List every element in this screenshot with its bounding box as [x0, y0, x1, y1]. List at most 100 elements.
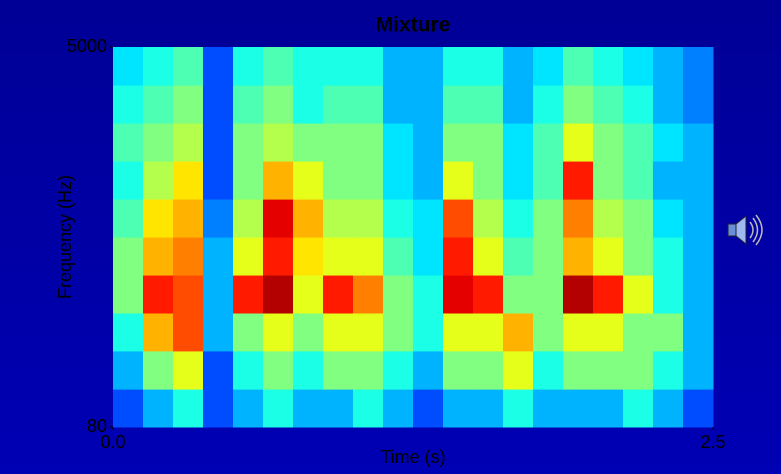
- heatmap-cell: [473, 161, 504, 200]
- heatmap-cell: [413, 389, 444, 428]
- heatmap-cell: [143, 123, 174, 162]
- heatmap-cell: [413, 199, 444, 238]
- heatmap-cell: [263, 389, 294, 428]
- heatmap-cell: [473, 275, 504, 314]
- heatmap-cell: [473, 85, 504, 124]
- heatmap-cell: [293, 47, 324, 86]
- heatmap-cell: [173, 47, 204, 86]
- heatmap-cell: [383, 85, 414, 124]
- heatmap-cell: [323, 161, 354, 200]
- heatmap-cell: [233, 85, 264, 124]
- heatmap-cell: [113, 275, 144, 314]
- heatmap-cell: [533, 199, 564, 238]
- heatmap-cell: [623, 161, 654, 200]
- heatmap-cell: [203, 47, 234, 86]
- heatmap-cell: [413, 313, 444, 352]
- heatmap-cell: [233, 47, 264, 86]
- heatmap-cell: [203, 161, 234, 200]
- heatmap-cell: [593, 123, 624, 162]
- heatmap-cell: [143, 275, 174, 314]
- y-tick-label: 80: [87, 416, 107, 436]
- heatmap-cell: [143, 85, 174, 124]
- heatmap-cell: [413, 275, 444, 314]
- heatmap-cell: [353, 237, 384, 276]
- heatmap-cell: [143, 313, 174, 352]
- heatmap-cell: [503, 47, 534, 86]
- heatmap-cell: [653, 199, 684, 238]
- heatmap-cell: [293, 237, 324, 276]
- heatmap-cell: [683, 350, 714, 390]
- heatmap-cell: [173, 85, 204, 124]
- heatmap-cell: [503, 389, 534, 428]
- heatmap-cell: [653, 389, 684, 428]
- heatmap-cell: [623, 85, 654, 124]
- heatmap-cell: [533, 123, 564, 162]
- heatmap-cell: [473, 47, 504, 86]
- heatmap: [113, 47, 714, 428]
- heatmap-cell: [263, 199, 294, 238]
- heatmap-cell: [563, 47, 594, 86]
- heatmap-cell: [383, 313, 414, 352]
- heatmap-cell: [533, 47, 564, 86]
- heatmap-cell: [293, 313, 324, 352]
- heatmap-cell: [203, 350, 234, 390]
- heatmap-cell: [353, 85, 384, 124]
- heatmap-cell: [233, 275, 264, 314]
- heatmap-cell: [383, 237, 414, 276]
- speaker-icon[interactable]: [727, 214, 763, 246]
- heatmap-cell: [653, 123, 684, 162]
- heatmap-cell: [143, 350, 174, 390]
- heatmap-cell: [653, 161, 684, 200]
- heatmap-cell: [623, 389, 654, 428]
- x-axis-label: Time (s): [380, 447, 445, 467]
- heatmap-cell: [533, 275, 564, 314]
- heatmap-cell: [383, 161, 414, 200]
- chart-title: Mixture: [376, 14, 451, 37]
- heatmap-cell: [683, 123, 714, 162]
- heatmap-cell: [323, 123, 354, 162]
- heatmap-cell: [203, 237, 234, 276]
- heatmap-cell: [203, 85, 234, 124]
- heatmap-cell: [593, 47, 624, 86]
- heatmap-cell: [593, 199, 624, 238]
- heatmap-cell: [263, 350, 294, 390]
- heatmap-cell: [653, 350, 684, 390]
- heatmap-cell: [173, 313, 204, 352]
- heatmap-cell: [623, 123, 654, 162]
- heatmap-cell: [323, 199, 354, 238]
- heatmap-cell: [173, 350, 204, 390]
- heatmap-cell: [533, 389, 564, 428]
- heatmap-cell: [293, 275, 324, 314]
- heatmap-cell: [113, 161, 144, 200]
- heatmap-cell: [263, 161, 294, 200]
- heatmap-cell: [413, 47, 444, 86]
- heatmap-cell: [113, 199, 144, 238]
- heatmap-cell: [173, 161, 204, 200]
- heatmap-cell: [383, 389, 414, 428]
- heatmap-cell: [233, 389, 264, 428]
- heatmap-cell: [593, 350, 624, 390]
- heatmap-cell: [293, 350, 324, 390]
- heatmap-cell: [113, 350, 144, 390]
- heatmap-cell: [263, 47, 294, 86]
- heatmap-cell: [383, 275, 414, 314]
- heatmap-cell: [203, 199, 234, 238]
- heatmap-cell: [593, 313, 624, 352]
- heatmap-cell: [473, 199, 504, 238]
- heatmap-cell: [503, 85, 534, 124]
- x-tick-label: 2.5: [700, 432, 725, 452]
- heatmap-cell: [683, 275, 714, 314]
- x-tick-label: 0.0: [100, 432, 125, 452]
- heatmap-cell: [563, 161, 594, 200]
- heatmap-cell: [203, 123, 234, 162]
- heatmap-cell: [563, 389, 594, 428]
- heatmap-cell: [323, 350, 354, 390]
- heatmap-cell: [443, 313, 474, 352]
- heatmap-cell: [143, 237, 174, 276]
- heatmap-cell: [413, 350, 444, 390]
- heatmap-cell: [263, 123, 294, 162]
- heatmap-cell: [293, 389, 324, 428]
- heatmap-cell: [473, 237, 504, 276]
